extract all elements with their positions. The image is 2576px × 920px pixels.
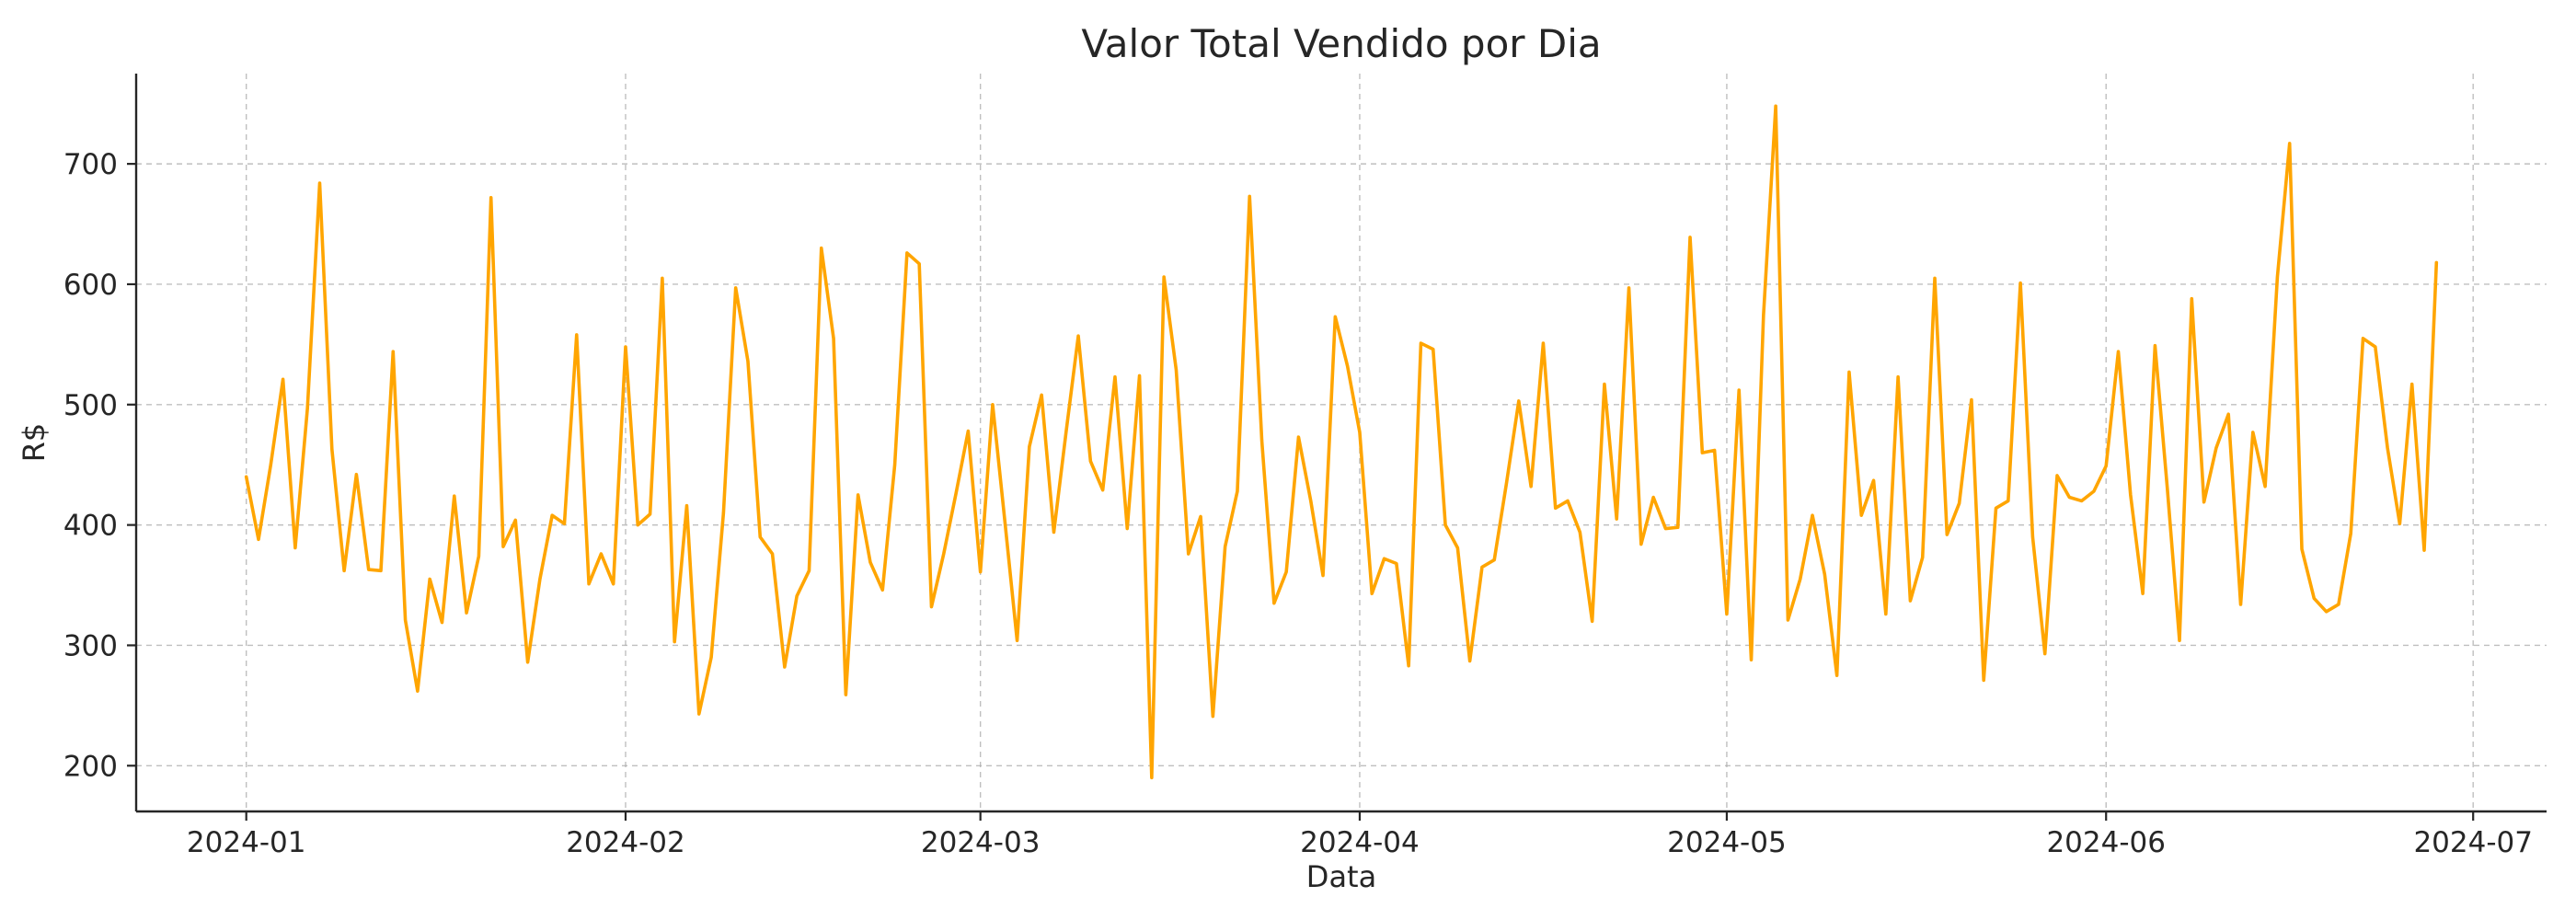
x-tick-label: 2024-05	[1667, 826, 1787, 859]
y-tick-label: 700	[63, 148, 118, 181]
y-axis-label: R$	[17, 423, 52, 463]
ticks: 200 300 400 500 600 700 2024-01 2024-02 2024-03 2…	[63, 148, 2533, 859]
x-tick-label: 2024-01	[187, 826, 306, 859]
x-tick-label: 2024-07	[2413, 826, 2533, 859]
y-tick-label: 200	[63, 750, 118, 783]
x-tick-label: 2024-06	[2046, 826, 2166, 859]
x-tick-label: 2024-04	[1300, 826, 1420, 859]
y-tick-label: 600	[63, 269, 118, 302]
x-tick-label: 2024-03	[921, 826, 1041, 859]
axes	[134, 74, 2547, 813]
chart-title: Valor Total Vendido por Dia	[1081, 21, 1601, 66]
y-tick-label: 400	[63, 510, 118, 543]
series-line	[244, 104, 2439, 780]
x-tick-label: 2024-02	[566, 826, 685, 859]
series-layer	[244, 104, 2439, 780]
y-tick-label: 300	[63, 629, 118, 662]
y-tick-label: 500	[63, 389, 118, 422]
grid	[136, 74, 2547, 811]
x-axis-label: Data	[1306, 859, 1376, 894]
